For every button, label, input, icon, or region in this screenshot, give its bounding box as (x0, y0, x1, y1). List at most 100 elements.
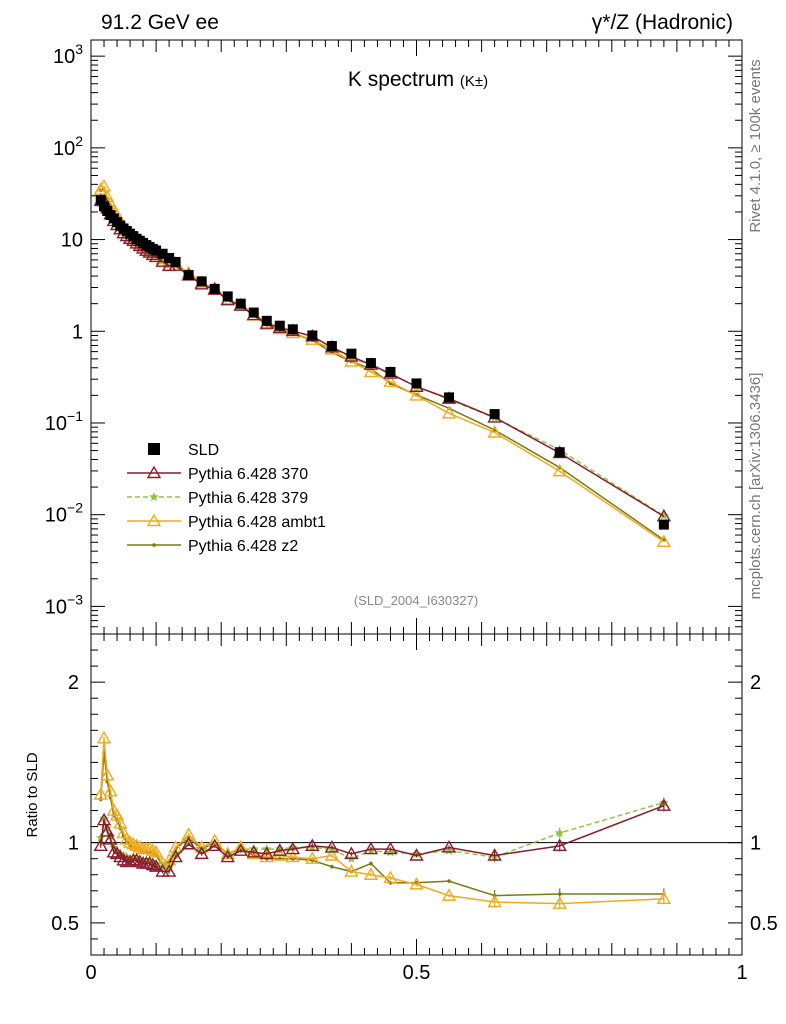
point-sld (248, 307, 259, 318)
ratio-point-pythia-6-428-379 (99, 813, 109, 823)
ratio-frame (90, 633, 743, 956)
series-line-pythia-6-428-z2 (100, 187, 665, 541)
ratio-point-pythia-6-428-370 (363, 841, 379, 855)
ratio-point-pythia-6-428-370 (383, 841, 398, 855)
series-line-pythia-6-428-379 (100, 198, 665, 517)
ratio-point-pythia-6-428-ambt1 (409, 876, 424, 890)
point-pythia-6-428-ambt1 (96, 179, 112, 192)
ratio-tick-label-right: 0.5 (750, 913, 778, 935)
y-tick-label: 10−1 (45, 408, 83, 435)
legend-marker-pythia-6-428-379 (149, 492, 159, 502)
point-pythia-6-428-ambt1 (409, 388, 424, 401)
series-line-pythia-6-428-370 (100, 200, 665, 517)
y-tick-label: 10 (61, 230, 83, 252)
ratio-point-pythia-6-428-ambt1 (122, 835, 138, 848)
ratio-point-pythia-6-428-370 (109, 846, 125, 860)
ratio-point-pythia-6-428-370 (656, 798, 672, 811)
legend-label-pythia-6-428-370: Pythia 6.428 370 (188, 466, 308, 483)
point-sld (307, 330, 318, 341)
ratio-point-pythia-6-428-ambt1 (119, 832, 135, 845)
process-label: γ*/Z (Hadronic) (592, 11, 733, 34)
y-tick-exponent: −2 (67, 500, 83, 516)
ratio-point-pythia-6-428-ambt1 (656, 891, 672, 905)
ratio-point-pythia-6-428-ambt1 (145, 843, 161, 856)
y-tick-label: 10−3 (45, 591, 83, 618)
y-tick-exponent: 3 (75, 41, 83, 57)
legend-marker-sld (148, 443, 160, 455)
ratio-point-pythia-6-428-ambt1 (100, 767, 115, 781)
ratio-point-pythia-6-428-ambt1 (93, 787, 108, 800)
ratio-point-pythia-6-428-370 (259, 846, 274, 860)
point-sld (274, 320, 285, 331)
point-sld (261, 315, 272, 326)
ratio-line-pythia-6-428-ambt1 (100, 738, 664, 905)
legend-marker-pythia-6-428-370 (146, 465, 162, 479)
point-pythia-6-428-ambt1 (656, 534, 672, 547)
point-sld (183, 270, 194, 281)
ratio-point-pythia-6-428-ambt1 (363, 867, 379, 880)
point-sld (385, 366, 396, 377)
point-sld (222, 291, 233, 302)
ratio-point-pythia-6-428-z2 (369, 861, 373, 866)
ratio-point-pythia-6-428-370 (552, 838, 567, 852)
ratio-point-pythia-6-428-ambt1 (113, 815, 128, 829)
ratio-point-pythia-6-428-370 (441, 840, 457, 853)
legend-marker-pythia-6-428-z2 (152, 543, 156, 547)
ratio-point-pythia-6-428-ambt1 (441, 888, 457, 901)
energy-label: 91.2 GeV ee (101, 11, 219, 34)
y-tick-exponent: 2 (75, 133, 83, 149)
ratio-point-pythia-6-428-370 (113, 849, 128, 863)
ratio-point-pythia-6-428-ambt1 (259, 849, 274, 863)
ratio-panel: 0 0.5 1 0.5 0.5 1 1 2 2 (51, 633, 778, 984)
ratio-point-pythia-6-428-ambt1 (344, 864, 359, 877)
ratio-point-pythia-6-428-ambt1 (132, 840, 148, 853)
ratio-point-pythia-6-428-z2 (330, 864, 334, 869)
ratio-point-pythia-6-428-ambt1 (305, 851, 320, 864)
ratio-point-pythia-6-428-370 (207, 838, 222, 852)
ratio-point-pythia-6-428-370 (220, 849, 235, 863)
legend-marker-pythia-6-428-ambt1 (146, 513, 162, 527)
ratio-point-pythia-6-428-370 (93, 838, 108, 852)
ratio-point-pythia-6-428-370 (148, 859, 164, 872)
ratio-point-pythia-6-428-379 (96, 832, 106, 842)
point-sld (411, 378, 422, 389)
legend-label-pythia-6-428-379: Pythia 6.428 379 (188, 490, 308, 507)
ratio-point-pythia-6-428-370 (168, 849, 183, 863)
point-sld (95, 195, 106, 206)
point-pythia-6-428-ambt1 (441, 405, 457, 419)
chart-title-sub: (K±) (460, 73, 488, 90)
chart-title: K spectrum (K±) (348, 68, 488, 91)
ratio-point-pythia-6-428-ambt1 (126, 836, 141, 850)
legend-label-sld: SLD (188, 442, 219, 459)
analysis-id: (SLD_2004_I630327) (354, 593, 478, 608)
x-tick-label: 0.5 (403, 962, 431, 984)
point-pythia-6-428-ambt1 (552, 463, 567, 477)
y-tick-label: 102 (53, 133, 83, 160)
y-tick-exponent: −3 (67, 591, 83, 607)
ratio-point-pythia-6-428-370 (106, 844, 121, 858)
ratio-point-pythia-6-428-370 (344, 846, 359, 860)
ratio-point-pythia-6-428-370 (96, 812, 112, 826)
ratio-point-pythia-6-428-z2 (557, 892, 562, 896)
ratio-point-pythia-6-428-ambt1 (109, 807, 125, 821)
ratio-point-pythia-6-428-370 (194, 846, 209, 860)
point-pythia-6-428-ambt1 (487, 425, 502, 438)
series-line-pythia-6-428-ambt1 (100, 185, 665, 543)
ratio-tick-label: 2 (68, 672, 79, 694)
ratio-point-pythia-6-428-370 (285, 841, 301, 855)
point-sld (658, 519, 669, 530)
ratio-point-pythia-6-428-370 (142, 856, 157, 869)
ratio-point-pythia-6-428-370 (129, 852, 144, 866)
point-sld (365, 358, 376, 369)
point-sld (164, 252, 175, 263)
ratio-point-pythia-6-428-ambt1 (148, 844, 164, 858)
ratio-point-pythia-6-428-370 (103, 832, 118, 845)
point-sld (326, 341, 337, 352)
y-tick-label: 103 (53, 41, 83, 68)
y-tick-label: 1 (72, 321, 83, 343)
ratio-point-pythia-6-428-ambt1 (96, 730, 112, 744)
ratio-point-pythia-6-428-370 (487, 848, 502, 861)
ratio-point-pythia-6-428-379 (554, 828, 565, 838)
ratio-point-pythia-6-428-370 (272, 843, 287, 856)
